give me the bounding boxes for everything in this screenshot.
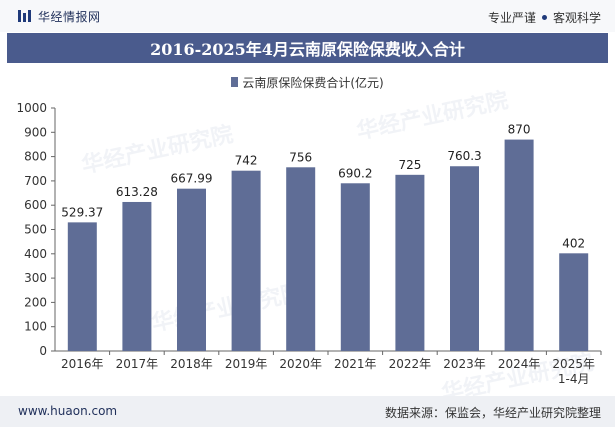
bar [122,201,152,351]
bar [559,253,589,351]
data-label: 667.99 [171,172,213,186]
tagline: 专业严谨 客观科学 [488,9,601,26]
data-label: 690.2 [338,166,372,180]
x-tick-label-line: 2022年 [389,357,432,371]
x-tick-label: 2021年 [334,357,377,371]
data-label: 870 [508,123,531,137]
y-tick-label: 100 [24,320,47,334]
footer-url[interactable]: www.huaon.com [18,404,118,418]
y-tick-label: 600 [24,198,47,212]
data-label: 725 [398,158,421,172]
tagline-left: 专业严谨 [487,11,536,25]
x-tick-label-line: 2017年 [116,357,159,371]
legend-label: 云南原保险保费合计(亿元) [242,75,384,90]
x-tick-label: 2020年 [279,357,322,371]
x-tick-label: 2016年 [61,357,104,371]
x-tick-label: 2017年 [116,357,159,371]
legend-swatch [231,77,239,87]
bar [450,166,479,351]
bar [504,139,534,351]
x-tick-label-line: 2018年 [170,357,213,371]
footer-source: 数据来源：保监会，华经产业研究院整理 [384,406,601,420]
bar [231,170,261,351]
y-tick-label: 900 [24,125,47,139]
x-tick-label-line: 2025年 [552,357,595,371]
top-bar: 华经情报网 专业严谨 客观科学 [0,0,615,32]
bar [340,183,370,351]
y-tick-label: 500 [24,223,47,237]
x-tick-label: 2024年 [498,357,541,371]
bullet-dot-icon [541,15,547,20]
bar [286,167,316,351]
y-tick-label: 400 [24,247,47,261]
footer: www.huaon.com 数据来源：保监会，华经产业研究院整理 [0,396,615,427]
x-tick-label-line: 2019年 [225,357,268,371]
data-label: 760.3 [447,149,481,163]
data-label: 529.37 [61,205,103,219]
y-tick-label: 1000 [16,101,47,115]
x-tick-label-line: 1-4月 [558,372,590,386]
x-tick-label: 2025年 1-4月 [552,357,595,386]
y-tick-label: 800 [24,150,47,164]
data-label: 613.28 [116,185,158,199]
x-tick-label-line: 2016年 [61,357,104,371]
y-tick-label: 300 [24,271,47,285]
brand-logo-icon [18,10,31,22]
y-tick-label: 700 [24,174,47,188]
bar [67,222,97,351]
x-tick-label: 2018年 [170,357,213,371]
x-tick-label-line: 2023年 [443,357,486,371]
chart-title: 2016-2025年4月云南原保险保费收入合计 [150,40,465,59]
brand-name: 华经情报网 [38,9,101,24]
y-tick-label: 200 [24,295,47,309]
data-label: 756 [289,150,312,164]
tagline-right: 客观科学 [552,11,601,25]
x-tick-label: 2019年 [225,357,268,371]
x-tick-label-line: 2021年 [334,357,377,371]
bar [395,174,425,351]
chart-legend: 云南原保险保费合计(亿元) [0,73,615,91]
y-tick-label: 0 [39,344,47,358]
x-tick-label: 2022年 [389,357,432,371]
bar [177,188,206,351]
x-tick-label-line: 2024年 [498,357,541,371]
brand[interactable]: 华经情报网 [18,8,101,24]
data-label: 402 [562,236,585,250]
x-tick-label: 2023年 [443,357,486,371]
x-tick-label-line: 2020年 [279,357,322,371]
data-label: 742 [235,154,258,168]
chart-title-bar: 2016-2025年4月云南原保险保费收入合计 [7,33,608,63]
